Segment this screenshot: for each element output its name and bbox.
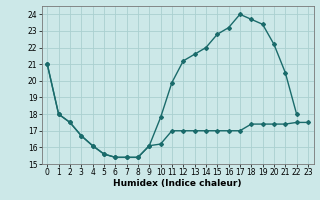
X-axis label: Humidex (Indice chaleur): Humidex (Indice chaleur) [113,179,242,188]
